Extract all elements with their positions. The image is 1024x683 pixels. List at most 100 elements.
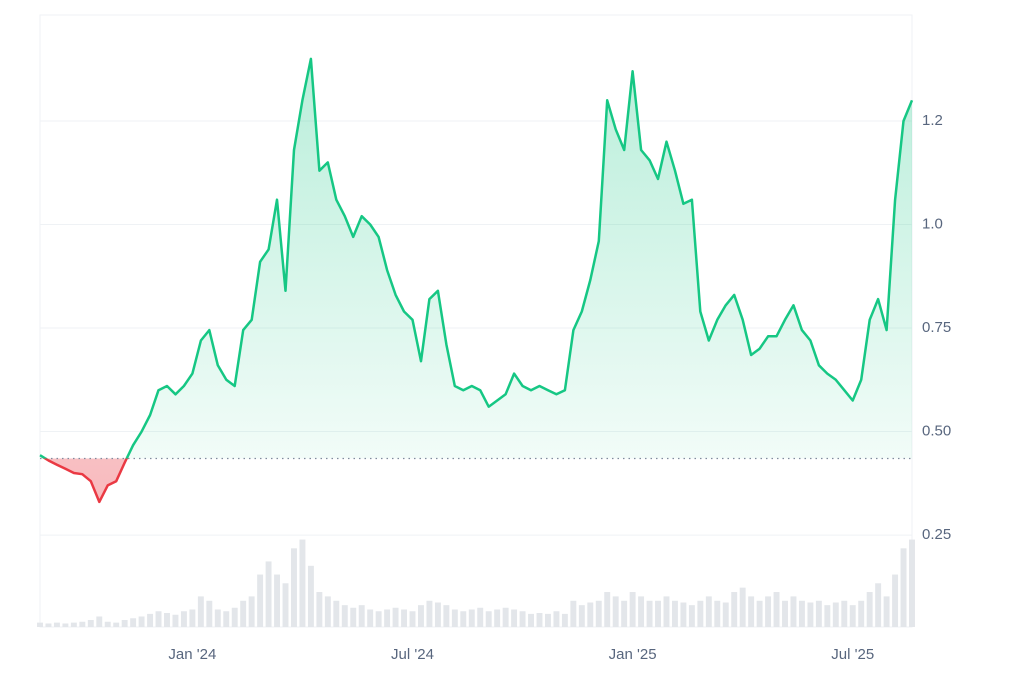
volume-bar bbox=[798, 600, 805, 627]
volume-bar bbox=[697, 600, 704, 627]
volume-bar bbox=[401, 609, 408, 627]
volume-bar bbox=[53, 622, 60, 627]
volume-bar bbox=[722, 602, 729, 627]
volume-bar bbox=[231, 607, 238, 627]
volume-bar bbox=[553, 611, 560, 627]
volume-bar bbox=[104, 621, 111, 627]
volume-bar bbox=[333, 600, 340, 627]
volume-bar bbox=[164, 613, 170, 627]
volume-bar bbox=[849, 605, 856, 627]
volume-bar bbox=[671, 600, 678, 627]
volume-bar bbox=[350, 607, 357, 627]
volume-bar bbox=[392, 607, 399, 627]
volume-bar bbox=[714, 600, 721, 627]
volume-bar bbox=[909, 539, 915, 627]
volume-bar bbox=[45, 623, 52, 627]
volume-bar bbox=[663, 596, 670, 627]
volume-bar bbox=[815, 600, 822, 627]
volume-bar bbox=[587, 602, 594, 627]
x-tick-label: Jul '25 bbox=[831, 646, 874, 663]
volume-bar bbox=[765, 596, 772, 627]
volume-bar bbox=[257, 574, 264, 627]
y-tick-label: 1.2 bbox=[922, 112, 943, 129]
volume-bar bbox=[570, 600, 577, 627]
x-tick-label: Jan '25 bbox=[609, 646, 657, 663]
volume-bar bbox=[434, 602, 441, 627]
volume-bar bbox=[477, 607, 484, 627]
volume-bar bbox=[756, 600, 763, 627]
volume-bar bbox=[358, 605, 365, 627]
volume-bar bbox=[240, 600, 247, 627]
volume-bar bbox=[680, 602, 687, 627]
volume-bar bbox=[426, 600, 433, 627]
volume-bar bbox=[197, 596, 204, 627]
volume-bar bbox=[739, 587, 746, 627]
volume-bar bbox=[121, 620, 128, 627]
y-tick-label: 0.50 bbox=[922, 423, 951, 440]
volume-bar bbox=[892, 574, 899, 627]
volume-bar bbox=[307, 565, 314, 627]
volume-bar bbox=[528, 613, 534, 627]
volume-bar bbox=[180, 611, 187, 627]
volume-bar bbox=[832, 602, 839, 627]
volume-bar bbox=[595, 600, 602, 627]
volume-bar bbox=[367, 609, 374, 627]
volume-bar bbox=[155, 611, 162, 627]
volume-bar bbox=[629, 592, 636, 627]
volume-bar bbox=[773, 592, 780, 627]
volume-bar bbox=[841, 600, 848, 627]
volume-bar bbox=[384, 609, 391, 627]
volume-bar bbox=[418, 605, 424, 627]
volume-bar bbox=[147, 613, 154, 627]
volume-bar bbox=[900, 548, 907, 627]
y-tick-label: 1.0 bbox=[922, 215, 943, 232]
area-down bbox=[45, 458, 127, 502]
volume-bar bbox=[37, 622, 43, 627]
area-up bbox=[40, 58, 912, 459]
volume-bar bbox=[206, 600, 213, 627]
volume-bar bbox=[113, 622, 120, 627]
volume-bar bbox=[883, 596, 890, 627]
volume-bar bbox=[578, 605, 585, 627]
volume-bar bbox=[87, 620, 94, 627]
volume-bar bbox=[291, 548, 297, 627]
volume-bar bbox=[536, 613, 543, 627]
volume-bar bbox=[316, 592, 323, 627]
volume-bar bbox=[638, 596, 645, 627]
volume-bar bbox=[460, 611, 467, 627]
volume-bar bbox=[688, 605, 695, 627]
volume-bar bbox=[494, 609, 501, 627]
volume-bar bbox=[375, 611, 382, 627]
volume-bar bbox=[790, 596, 797, 627]
volume-bar bbox=[274, 574, 281, 627]
volume-bar bbox=[866, 592, 873, 627]
volume-bar bbox=[858, 600, 865, 627]
x-tick-label: Jan '24 bbox=[168, 646, 216, 663]
volume-bar bbox=[621, 600, 628, 627]
volume-bar bbox=[96, 616, 103, 627]
volume-bar bbox=[62, 623, 69, 627]
volume-bar bbox=[265, 561, 272, 627]
volume-bar bbox=[189, 609, 196, 627]
volume-bar bbox=[502, 607, 509, 627]
volume-bar bbox=[604, 592, 611, 627]
volume-bar bbox=[875, 583, 882, 627]
volume-bar bbox=[79, 621, 86, 627]
price-line bbox=[39, 57, 914, 459]
volume-bar bbox=[485, 611, 492, 627]
volume-bar bbox=[824, 605, 831, 627]
volume-bar bbox=[731, 592, 738, 627]
volume-bar bbox=[451, 609, 458, 627]
volume-bar bbox=[324, 596, 331, 627]
volume-bar bbox=[138, 616, 145, 627]
volume-bar bbox=[409, 611, 416, 627]
volume-bar bbox=[748, 596, 755, 627]
x-tick-label: Jul '24 bbox=[391, 646, 434, 663]
volume-bar bbox=[807, 602, 814, 627]
y-tick-label: 0.75 bbox=[922, 319, 951, 336]
volume-bar bbox=[214, 609, 221, 627]
volume-bar bbox=[223, 611, 230, 627]
volume-bar bbox=[172, 614, 179, 627]
volume-bar bbox=[468, 609, 475, 627]
